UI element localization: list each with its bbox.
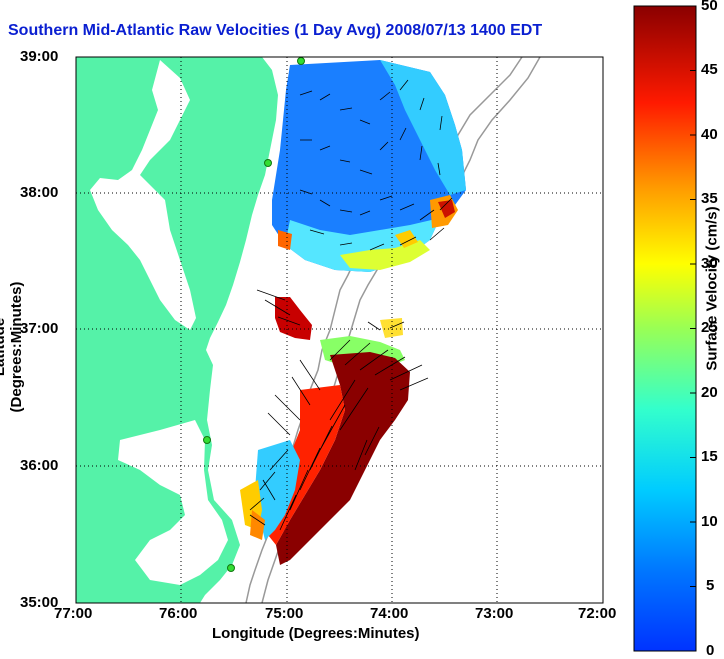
radar-station-marker xyxy=(227,564,235,572)
colorbar-label: Surface Velocity (cm/s) xyxy=(703,206,721,371)
y-axis-label: Latitude (Degrees:Minutes) xyxy=(0,281,25,413)
colorbar-tick-label: 40 xyxy=(701,126,718,143)
velocity-field-north xyxy=(272,60,466,272)
colorbar-tick-label: 20 xyxy=(701,384,718,401)
y-tick-label: 37:00 xyxy=(20,320,59,337)
colorbar xyxy=(633,5,697,652)
x-tick-label: 74:00 xyxy=(370,605,409,622)
y-tick-label: 35:00 xyxy=(20,594,59,611)
y-tick-label: 38:00 xyxy=(20,184,59,201)
radar-station-marker xyxy=(203,436,211,444)
colorbar-tick-label: 35 xyxy=(701,190,718,207)
graticule xyxy=(76,57,603,603)
map-title: Southern Mid-Atlantic Raw Velocities (1 … xyxy=(8,22,543,39)
colorbar-tick-label: 5 xyxy=(706,577,715,594)
radar-stations xyxy=(203,57,305,572)
y-tick-label: 39:00 xyxy=(20,48,59,65)
radar-station-marker xyxy=(297,57,305,65)
radar-station-marker xyxy=(264,159,272,167)
colorbar-tick-label: 25 xyxy=(701,319,718,336)
x-axis-label: Longitude (Degrees:Minutes) xyxy=(212,625,420,642)
x-tick-label: 73:00 xyxy=(475,605,514,622)
chesapeake-bay xyxy=(90,60,196,330)
colorbar-tick-label: 10 xyxy=(701,513,718,530)
colorbar-tick-label: 0 xyxy=(706,642,715,659)
colorbar-tick-label: 15 xyxy=(701,448,718,465)
colorbar-tick-label: 45 xyxy=(701,61,718,78)
colorbar-tick-label: 30 xyxy=(701,255,718,272)
y-tick-label: 36:00 xyxy=(20,457,59,474)
x-tick-label: 75:00 xyxy=(265,605,304,622)
colorbar-ticks xyxy=(690,70,696,587)
x-tick-label: 76:00 xyxy=(159,605,198,622)
x-tick-label: 77:00 xyxy=(54,605,93,622)
pamlico-sound xyxy=(118,420,228,585)
x-tick-label: 72:00 xyxy=(578,605,617,622)
plot-frame xyxy=(75,56,604,604)
colorbar-tick-label: 50 xyxy=(701,0,718,14)
velocity-vectors xyxy=(249,79,453,531)
velocity-field-south xyxy=(240,297,410,565)
